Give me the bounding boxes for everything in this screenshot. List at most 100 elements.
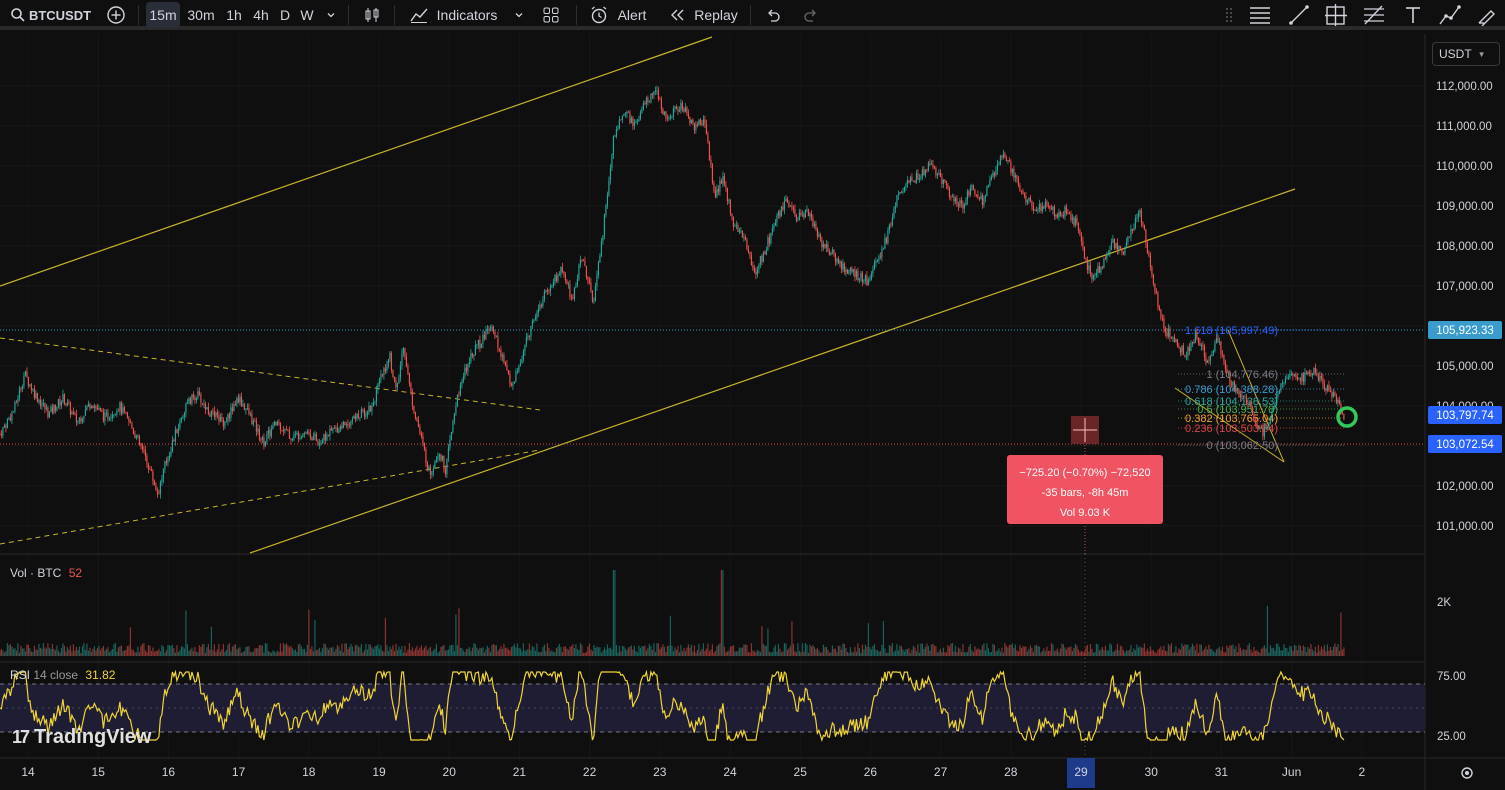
indicators-icon[interactable] [408,2,430,28]
candle-body [416,417,418,421]
replay-icon[interactable] [666,2,688,28]
wedge-upper-line[interactable] [1227,329,1285,463]
time-axis[interactable]: 14 15 16 17 18 19 20 21 22 23 24 25 26 27 28 29 30 31 Jun 2 [21,758,1365,788]
volume-bar [1128,649,1131,656]
channel-upper-line[interactable] [0,36,713,287]
dashed-resistance-line[interactable] [0,337,541,411]
chevron-down-icon[interactable] [322,2,340,28]
candle-body [3,425,6,428]
timeframe-15m[interactable]: 15m [146,2,180,28]
candle-body [855,271,858,278]
volume-bar [597,647,600,656]
candle-body [804,209,807,218]
candle-body [605,205,607,215]
text-icon[interactable] [1400,2,1426,28]
candle-body [803,214,805,218]
volume-bar [942,647,945,656]
symbol-name[interactable]: BTCUSDT [28,7,92,23]
candle-body [473,354,475,357]
volume-bar [233,645,235,656]
volume-bar [23,648,25,656]
channel-lower-line[interactable] [249,188,1296,554]
fib-icon[interactable] [1360,2,1388,28]
rsi-legend[interactable]: RSI 14 close 31.82 [10,668,115,682]
volume-legend-name: Vol · BTC [10,566,62,580]
timeframe-30m[interactable]: 30m [187,7,215,23]
volume-bar [1182,646,1185,656]
time-tick-label: 15 [92,765,106,779]
candle-body [189,398,192,404]
drawings[interactable] [0,36,1425,758]
volume-bar [1146,648,1149,656]
volume-bar [1104,645,1107,656]
alert-icon[interactable] [587,2,611,28]
candle-body [963,205,966,209]
crosshair-box-icon[interactable] [1322,2,1350,28]
undo-icon[interactable] [762,2,784,28]
volume-bar [411,647,414,656]
chart-area[interactable]: 1.618 (105,997.49) 1 (104,776.46) 0.786 (1… [0,34,1505,790]
volume-bar [620,651,622,656]
chart-canvas[interactable]: 1.618 (105,997.49)1 (104,776.46)0.786 (1… [0,34,1505,790]
replay-button[interactable]: Replay [694,7,738,23]
templates-icon[interactable] [539,2,563,28]
candle-body [567,284,570,285]
drag-handle-icon[interactable] [1222,2,1236,28]
path-icon[interactable] [1436,2,1464,28]
brush-icon[interactable] [1474,2,1502,28]
volume-legend[interactable]: Vol · BTC 52 [10,566,82,580]
chevron-down-icon[interactable] [510,2,528,28]
candles-icon[interactable] [360,2,384,28]
volume-bar [554,652,556,656]
candle-body [299,438,301,439]
volume-bar [378,648,381,656]
volume-bar [770,652,772,656]
indicators-button[interactable]: Indicators [436,7,498,23]
candle-body [146,456,148,464]
redo-icon[interactable] [800,2,822,28]
volume-bar [147,644,150,656]
volume-bar [414,648,417,656]
timeframe-4h[interactable]: 4h [253,7,269,23]
add-symbol-icon[interactable] [104,2,128,28]
candle-body [90,406,93,409]
volume-bar [408,643,411,656]
timeframe-d[interactable]: D [279,7,291,23]
search-icon[interactable] [6,2,30,28]
volume-bar [1287,651,1290,656]
candle-body [576,279,579,286]
currency-selector[interactable]: USDT ▼ [1432,42,1500,66]
dashed-support-line[interactable] [0,449,541,545]
volume-bar [1157,649,1159,656]
candle-body [398,377,400,384]
volume-bar [300,646,303,656]
volume-bar [728,650,730,656]
settings-gear-icon[interactable] [1461,767,1473,779]
horizontal-lines-icon[interactable] [1246,2,1274,28]
trend-line-icon[interactable] [1286,2,1312,28]
candle-body [410,383,412,394]
candle-body [360,409,363,418]
volume-bar [813,647,816,656]
candle-body [1287,377,1290,379]
alert-button[interactable]: Alert [617,7,647,23]
fib-retracement[interactable]: 1.618 (105,997.49)1 (104,776.46)0.786 (1… [1178,325,1345,452]
current-price-marker-icon[interactable] [1336,406,1358,428]
volume-bar [1029,645,1032,656]
candle-body [884,237,886,249]
volume-bar [80,652,82,656]
volume-bar [1172,652,1174,656]
candle-body [1113,238,1116,249]
volume-bar [914,647,916,656]
candle-body [1233,381,1236,391]
candle-body [941,176,943,184]
candle-body [1017,179,1020,186]
timeframe-w[interactable]: W [300,7,314,23]
wedge-lower-line[interactable] [1174,387,1285,463]
timeframe-1h[interactable]: 1h [226,7,242,23]
volume-bar [1121,646,1123,656]
tradingview-logo[interactable]: 17 TradingView [12,726,151,749]
volume-bar [1091,648,1093,656]
candle-body [957,204,960,207]
price-tag-current-text: 103,797.74 [1436,410,1494,422]
